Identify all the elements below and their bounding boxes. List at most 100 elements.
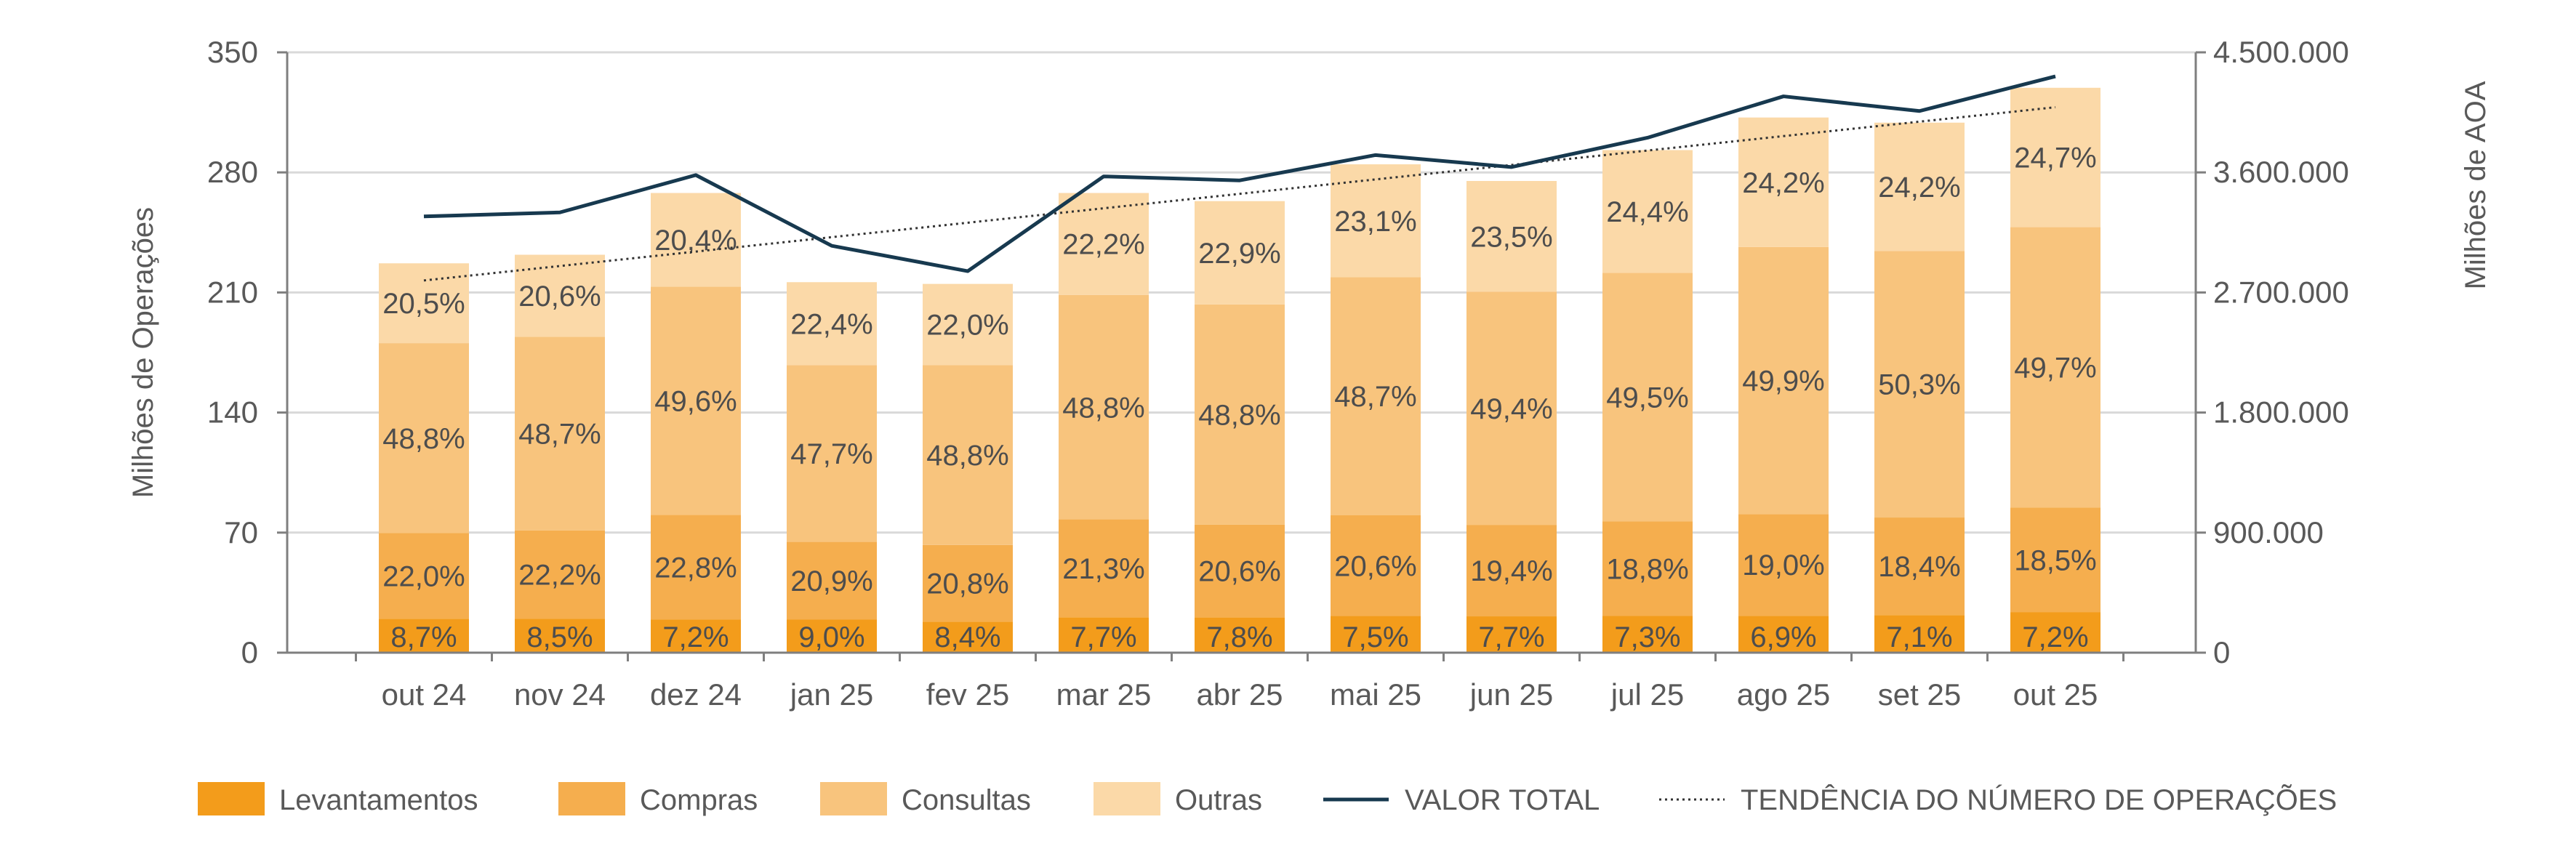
bar-consultas-1: [515, 337, 605, 531]
bar-outras-6: [1195, 201, 1285, 305]
bar-levantamentos-6: [1195, 617, 1285, 653]
data-label-compras-11: 18,4%: [1878, 551, 1960, 583]
legend-item-0: Levantamentos: [198, 782, 478, 816]
data-label-consultas-12: 49,7%: [2014, 353, 2096, 384]
legend-swatch-0: [198, 782, 265, 815]
data-label-consultas-11: 50,3%: [1878, 369, 1960, 401]
data-label-outras-3: 22,4%: [790, 308, 872, 340]
legend-label-5: TENDÊNCIA DO NÚMERO DE OPERAÇÕES: [1741, 784, 2337, 816]
bar-levantamentos-4: [923, 621, 1013, 653]
left-tick-label-0: 0: [241, 635, 258, 669]
right-tick-label-3: 2.700.000: [2213, 275, 2349, 309]
bar-outras-5: [1059, 193, 1149, 295]
x-tick-label-12: out 25: [2013, 677, 2098, 712]
series-lines: [423, 74, 2056, 282]
bar-consultas-11: [1874, 251, 1965, 518]
data-label-consultas-10: 49,9%: [1742, 366, 1824, 398]
bar-consultas-4: [923, 365, 1013, 545]
data-label-consultas-6: 48,8%: [1198, 399, 1280, 431]
x-tick-label-0: out 24: [382, 677, 467, 712]
data-label-consultas-2: 49,6%: [654, 385, 737, 417]
data-label-outras-8: 23,5%: [1470, 221, 1552, 253]
bar-consultas-5: [1059, 294, 1149, 520]
left-tick-label-4: 280: [207, 155, 258, 189]
bar-consultas-9: [1602, 273, 1693, 522]
y-axis-right-title: Milhões de AOA: [2460, 81, 2492, 289]
bar-compras-6: [1195, 524, 1285, 618]
right-tick-label-0: 0: [2213, 635, 2230, 669]
bar-levantamentos-9: [1602, 616, 1693, 653]
trend-line: [423, 106, 2056, 282]
bar-outras-2: [651, 193, 741, 287]
data-label-outras-5: 22,2%: [1062, 229, 1144, 261]
bar-consultas-2: [651, 286, 741, 515]
data-label-outras-9: 24,4%: [1606, 196, 1688, 228]
data-label-outras-7: 23,1%: [1334, 206, 1416, 238]
data-label-compras-8: 19,4%: [1470, 555, 1552, 587]
data-label-compras-2: 22,8%: [654, 552, 737, 584]
legend-label-0: Levantamentos: [279, 784, 478, 816]
bar-consultas-12: [2010, 227, 2100, 508]
x-tick-label-10: ago 25: [1737, 677, 1830, 712]
data-label-levantamentos-5: 7,7%: [1070, 621, 1136, 653]
x-tick-label-5: mar 25: [1056, 677, 1152, 712]
bar-compras-3: [787, 541, 877, 620]
data-label-compras-0: 22,0%: [382, 560, 465, 592]
legend-label-3: Outras: [1175, 784, 1262, 816]
bar-outras-9: [1602, 150, 1693, 273]
data-label-consultas-8: 49,4%: [1470, 393, 1552, 425]
legend-item-3: Outras: [1094, 782, 1262, 816]
data-label-levantamentos-9: 7,3%: [1614, 621, 1680, 653]
legend-label-2: Consultas: [902, 784, 1031, 816]
bar-levantamentos-10: [1738, 616, 1829, 653]
x-tick-label-6: abr 25: [1196, 677, 1283, 712]
data-label-outras-10: 24,2%: [1742, 167, 1824, 199]
data-label-outras-6: 22,9%: [1198, 238, 1280, 270]
legend-swatch-3: [1094, 782, 1160, 815]
data-label-levantamentos-4: 8,4%: [934, 621, 1000, 653]
right-tick-label-2: 1.800.000: [2213, 395, 2349, 430]
data-label-levantamentos-11: 7,1%: [1886, 621, 1952, 653]
bar-levantamentos-3: [787, 619, 877, 653]
axes: 0 70 140 210 280 350 0 900.000 1.800.000 2.700.00…: [127, 35, 2492, 712]
data-label-consultas-1: 48,7%: [518, 419, 601, 451]
bar-compras-10: [1738, 514, 1829, 616]
bar-levantamentos-1: [515, 619, 605, 653]
data-label-consultas-9: 49,5%: [1606, 382, 1688, 414]
bar-compras-1: [515, 530, 605, 619]
data-label-compras-1: 22,2%: [518, 560, 601, 592]
data-label-levantamentos-1: 8,5%: [526, 621, 593, 653]
bar-consultas-7: [1331, 277, 1421, 515]
bar-levantamentos-12: [2010, 612, 2100, 653]
right-tick-label-1: 900.000: [2213, 515, 2324, 549]
bar-compras-0: [379, 533, 469, 619]
bar-consultas-0: [379, 343, 469, 533]
data-label-compras-9: 18,8%: [1606, 554, 1688, 586]
bar-levantamentos-7: [1331, 616, 1421, 653]
data-label-compras-5: 21,3%: [1062, 553, 1144, 585]
data-label-consultas-5: 48,8%: [1062, 392, 1144, 424]
data-label-consultas-4: 48,8%: [926, 440, 1008, 472]
bar-consultas-10: [1738, 246, 1829, 515]
data-label-outras-1: 20,6%: [518, 281, 601, 313]
bar-consultas-6: [1195, 304, 1285, 525]
x-tick-label-7: mai 25: [1330, 677, 1421, 712]
left-tick-label-3: 210: [207, 275, 258, 309]
left-tick-label-2: 140: [207, 395, 258, 430]
valor-total-line: [423, 74, 2056, 273]
bar-outras-12: [2010, 87, 2100, 227]
x-tick-label-3: jan 25: [789, 677, 873, 712]
legend-label-4: VALOR TOTAL: [1405, 784, 1600, 816]
bar-compras-12: [2010, 507, 2100, 613]
legend-swatch-1: [558, 782, 625, 815]
data-label-outras-11: 24,2%: [1878, 172, 1960, 204]
right-tick-label-4: 3.600.000: [2213, 155, 2349, 189]
data-label-levantamentos-3: 9,0%: [798, 621, 864, 653]
bar-compras-8: [1466, 525, 1557, 617]
y-axis-left-title: Milhões de Operações: [127, 207, 159, 498]
data-label-consultas-3: 47,7%: [790, 438, 872, 470]
data-label-compras-4: 20,8%: [926, 568, 1008, 600]
x-tick-label-9: jul 25: [1610, 677, 1684, 712]
legend-item-4: VALOR TOTAL: [1323, 784, 1600, 816]
data-label-compras-6: 20,6%: [1198, 556, 1280, 588]
